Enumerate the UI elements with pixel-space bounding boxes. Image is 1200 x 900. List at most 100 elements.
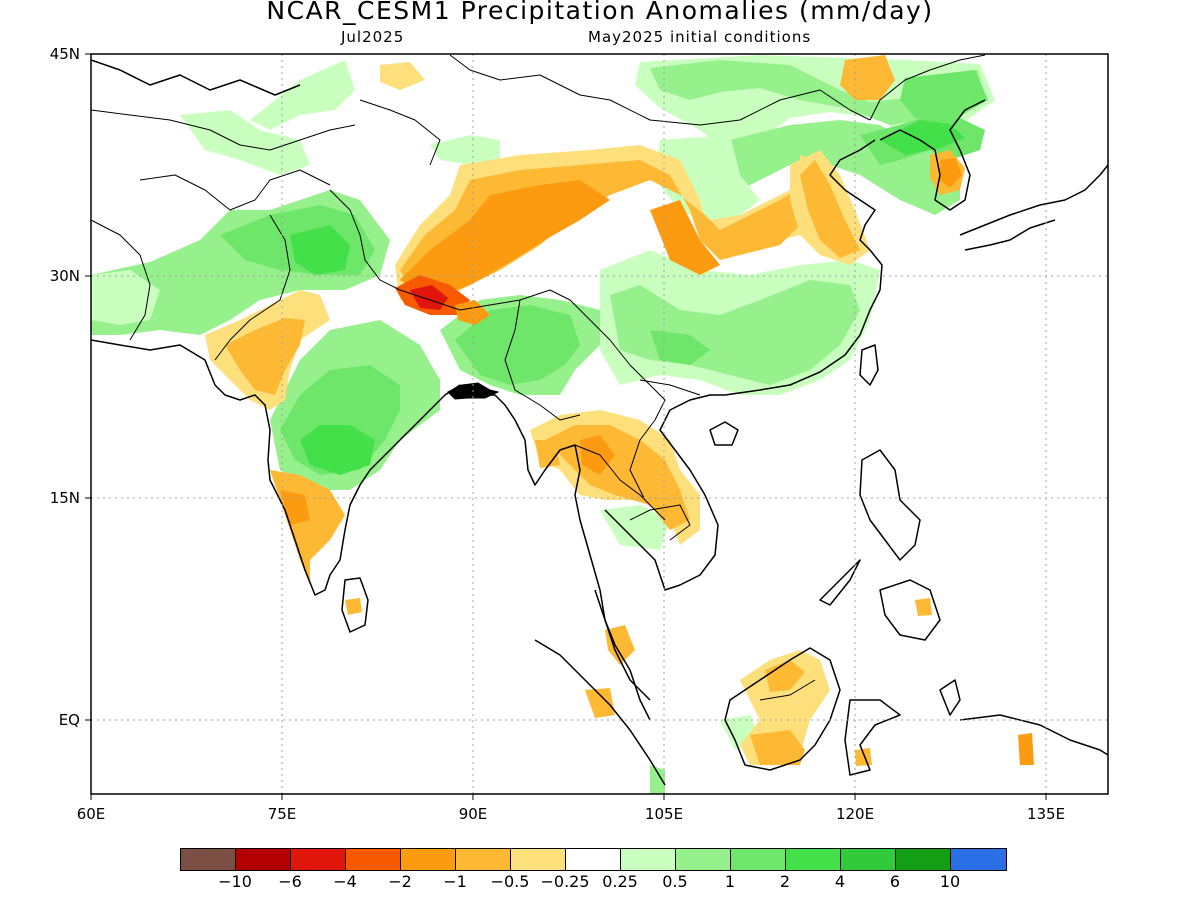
border-china-vietnam [639, 379, 701, 396]
anomaly-bangladesh-wet-inner [455, 305, 580, 385]
colorbar-swatch [676, 849, 731, 870]
anomaly-indochina-wet [600, 505, 670, 550]
coast-north-russia [91, 59, 301, 96]
colorbar-swatch [181, 849, 236, 870]
anomaly-xinjiang-wet [430, 135, 500, 165]
anomaly-sulawesi-dry [855, 748, 872, 766]
anomaly-qinghai-dry [650, 200, 720, 275]
coast-japan [959, 164, 1108, 236]
coastlines [91, 59, 1108, 786]
colorbar-label: 0.25 [602, 872, 638, 891]
border-kazakh-china [359, 99, 441, 166]
colorbar-label: 2 [779, 872, 791, 891]
border-central-asia [91, 109, 356, 151]
coast-new-guinea [959, 714, 1108, 756]
border-afghanistan [139, 169, 331, 211]
anomaly-guangxi-wet [650, 330, 710, 365]
coast-srilanka [341, 577, 369, 633]
lon-label-135e: 135E [1026, 805, 1066, 823]
anomaly-korea-wet-core [880, 120, 965, 155]
anomaly-sumatra-dry [585, 688, 615, 718]
anomaly-sumatra-wet [650, 765, 665, 794]
colorbar-swatch [896, 849, 951, 870]
coast-japan-south [964, 219, 1056, 251]
anomaly-manchuria-dry [840, 55, 895, 100]
anomaly-tibet-dry-core [400, 180, 610, 298]
lon-label-105e: 105E [644, 805, 684, 823]
colorbar-swatch [786, 849, 841, 870]
lat-label-30n: 30N [49, 267, 80, 285]
anomaly-philippines-dry [915, 598, 932, 616]
border-laos-vietnam [609, 339, 666, 501]
colorbar-swatch [841, 849, 896, 870]
anomaly-new-guinea-dry [1018, 733, 1034, 765]
border-thailand [574, 444, 666, 521]
coast-arabian-iran [91, 339, 461, 596]
anomaly-borneo-dry-inner [765, 660, 805, 692]
forecast-month: Jul2025 [341, 28, 405, 46]
border-pakistan-india [214, 214, 291, 361]
border-mongolia-china [449, 54, 871, 126]
anomaly-kyrgyz-dry [380, 62, 425, 90]
lon-label-90e: 90E [458, 805, 488, 823]
initial-conditions: May2025 initial conditions [588, 28, 812, 46]
colorbar-swatch [731, 849, 786, 870]
lon-label-120e: 120E [835, 805, 875, 823]
border-russia-china [869, 54, 986, 121]
coast-south-china [724, 139, 883, 396]
colorbar-swatch [346, 849, 401, 870]
borders [91, 54, 986, 701]
coast-mindanao [879, 579, 941, 641]
coast-sulawesi [844, 699, 901, 776]
colorbar-label: 4 [834, 872, 846, 891]
graticule [91, 54, 1108, 794]
colorbar-swatch [291, 849, 346, 870]
anomaly-gujarat-dry-inner [225, 318, 305, 395]
map-frame [90, 53, 1109, 795]
anomaly-field [91, 54, 1108, 794]
colorbar-label: −0.5 [490, 872, 530, 891]
anomaly-myanmar-dry [535, 440, 560, 468]
coast-hainan [709, 421, 739, 446]
anomaly-srilanka-dry [345, 598, 362, 615]
coast-indochina [604, 394, 725, 591]
colorbar-swatch [566, 849, 621, 870]
colorbar-label: −10 [218, 872, 252, 891]
lat-label-45n: 45N [49, 45, 80, 63]
coast-taiwan [859, 344, 879, 386]
coast-palawan [819, 559, 861, 606]
coast-halmahera [939, 679, 961, 716]
colorbar-swatch [511, 849, 566, 870]
colorbar-swatch [401, 849, 456, 870]
chart-title: NCAR_CESM1 Precipitation Anomalies (mm/d… [266, 0, 934, 25]
colorbar-label: 6 [889, 872, 901, 891]
anomaly-mongolia-wet-inner [650, 60, 985, 125]
border-borneo [759, 679, 816, 701]
coast-luzon [859, 449, 921, 561]
colorbar-label: 10 [939, 872, 961, 891]
colorbar-swatch [236, 849, 291, 870]
colorbar-label: −6 [278, 872, 302, 891]
anomaly-afghan-wet [180, 110, 310, 175]
lat-label-15n: 15N [49, 489, 80, 507]
colorbar-swatch [951, 849, 1006, 870]
anomaly-shandong-dry-core [940, 158, 962, 188]
colorbar-swatch [621, 849, 676, 870]
colorbar-label: −0.25 [540, 872, 590, 891]
colorbar-label: −1 [443, 872, 467, 891]
coast-borneo [724, 647, 841, 771]
colorbar [180, 848, 1007, 871]
lon-label-75e: 75E [267, 805, 297, 823]
anomaly-borneo-dry-south [750, 730, 805, 765]
colorbar-label: −2 [388, 872, 412, 891]
coast-sumatra [534, 639, 666, 786]
border-iran [91, 219, 151, 341]
anomaly-indochina-dry-core [580, 435, 615, 475]
border-myanmar [504, 299, 581, 421]
axis-ticks [85, 53, 1047, 800]
anomaly-arabian-wet [91, 270, 160, 325]
colorbar-label: 1 [724, 872, 736, 891]
anomaly-central-india-wet-core [300, 425, 375, 475]
anomaly-kazakh-wet [250, 60, 355, 130]
